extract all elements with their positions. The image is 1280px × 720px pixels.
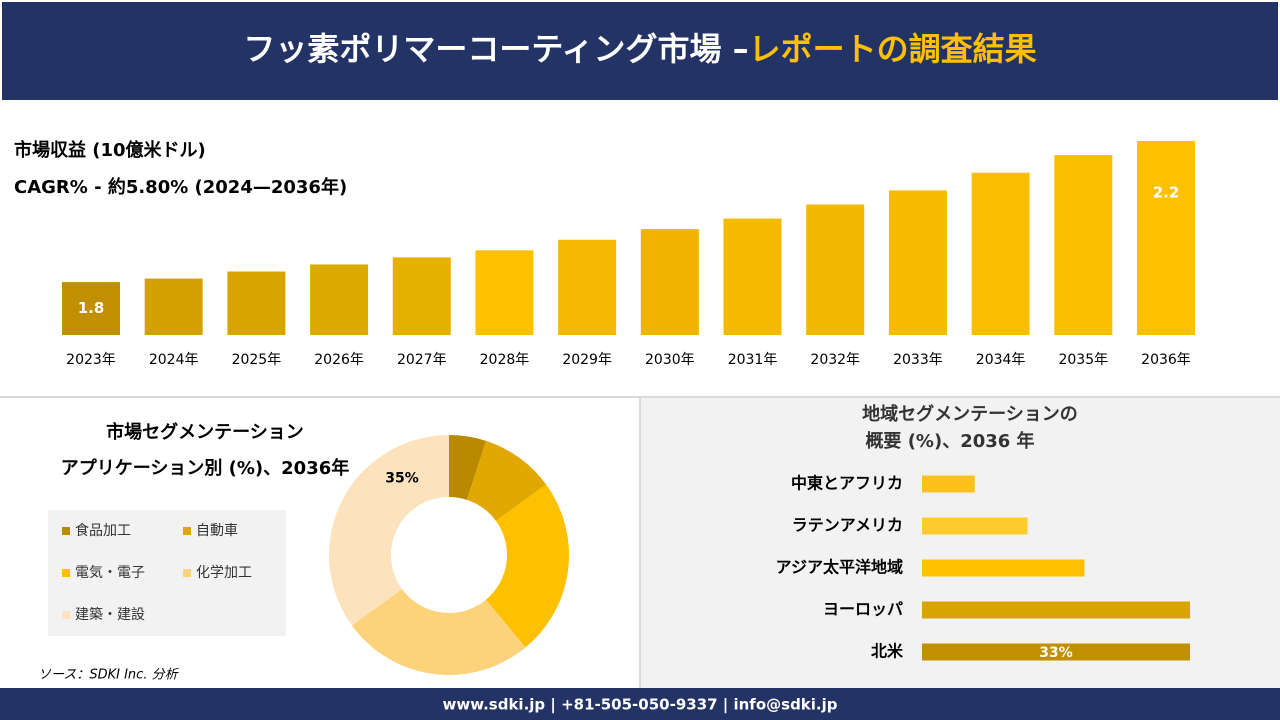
x-tick-label: 2029年 [562,352,612,368]
x-tick-label: 2023年 [66,352,116,368]
chart-subtitle: アプリケーション別 (%)、2036年 [61,457,350,479]
bar [971,172,1030,335]
y-tick-label: 北米 [871,642,904,661]
x-tick-label: 2024年 [149,352,199,368]
bar [62,282,120,335]
value-label: 2.2 [1153,184,1180,202]
bar [922,643,1190,661]
x-tick-label: 2031年 [728,352,778,368]
legend-box [48,510,286,636]
x-tick-label: 2033年 [893,352,943,368]
donut-segment [351,589,526,676]
donut-segment [449,435,487,500]
legend-swatch [62,527,70,535]
title-main: フッ素ポリマーコーティング市場 – [243,30,748,68]
title-highlight: レポートの調査結果 [749,30,1037,68]
chart-title: 市場セグメンテーション [106,421,304,443]
bar [922,601,1190,619]
x-tick-label: 2028年 [480,352,530,368]
chart-subtitle: CAGR% - 約5.80% (2024—2036年) [14,176,347,198]
x-tick-label: 2035年 [1058,352,1108,368]
x-tick-label: 2032年 [810,352,860,368]
bar [558,239,617,335]
bar [310,264,369,335]
donut-segment [329,435,449,626]
legend-swatch [183,527,191,535]
bar [1137,141,1195,335]
bar [227,271,286,335]
x-tick-label: 2030年 [645,352,695,368]
legend-label: 電気・電子 [75,565,145,581]
donut-segment [485,484,569,648]
x-tick-label: 2034年 [976,352,1026,368]
bar [640,229,699,335]
donut-segment [466,440,547,521]
x-tick-label: 2027年 [397,352,447,368]
x-tick-label: 2026年 [314,352,364,368]
value-label: 35% [385,470,419,486]
x-tick-label: 2025年 [232,352,282,368]
bar [806,204,865,335]
footer-contact: www.sdki.jp | +81-505-050-9337 | info@sd… [442,696,837,715]
bar [922,475,975,493]
bar [922,559,1085,577]
bar [144,278,203,335]
legend-swatch [183,569,191,577]
legend-label: 自動車 [196,522,238,539]
bar [888,190,947,335]
y-tick-label: アジア太平洋地域 [776,558,903,577]
legend-swatch [62,569,70,577]
y-tick-label: 中東とアフリカ [791,474,903,493]
source-note: ソース：SDKI Inc. 分析 [38,668,180,683]
x-tick-label: 2036年 [1141,352,1191,368]
chart-subtitle: 概要 (%)、2036 年 [865,430,1034,452]
bar [723,218,782,335]
bar [475,250,534,335]
legend-label: 食品加工 [75,522,131,539]
region-panel [641,398,1280,688]
value-label: 33% [1039,645,1073,661]
header-bar [2,2,1278,100]
value-label: 1.8 [78,299,105,317]
footer-bar [0,688,1280,720]
legend-swatch [62,611,70,619]
bar [392,257,451,335]
chart-title: 地域セグメンテーションの [862,403,1078,425]
legend-label: 建築・建設 [75,607,145,623]
bar [922,517,1028,535]
bar [1054,155,1113,335]
y-tick-label: ラテンアメリカ [792,516,903,535]
chart-title: 市場収益 (10億米ドル) [14,139,206,161]
legend-label: 化学加工 [196,565,252,581]
page-title: フッ素ポリマーコーティング市場 –レポートの調査結果 [243,30,1036,68]
y-tick-label: ヨーロッパ [823,600,903,619]
